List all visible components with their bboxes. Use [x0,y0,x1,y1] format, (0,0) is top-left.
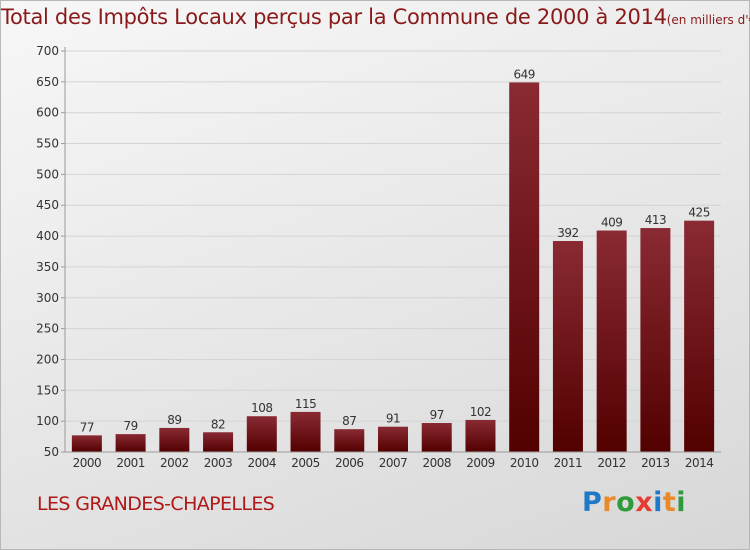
y-tick-label: 150 [36,383,59,397]
logo-letter: i [676,487,687,518]
commune-name: LES GRANDES-CHAPELLES [37,493,275,515]
y-tick-label: 250 [36,322,59,336]
bar-2000 [71,435,102,452]
bar-2011 [552,241,583,452]
bar-2009 [465,419,496,452]
bar-2010 [509,82,540,452]
logo-letter: r [602,487,617,518]
value-label-2004: 108 [251,401,272,415]
x-tick-label-2009: 2009 [466,456,495,470]
logo-letter: o [616,487,636,518]
x-tick-label-2006: 2006 [335,456,364,470]
value-label-2006: 87 [342,414,356,428]
logo-letter: t [662,487,677,518]
value-label-2003: 82 [211,417,225,431]
axes [64,47,721,453]
value-label-2010: 649 [513,67,534,81]
x-tick-label-2003: 2003 [204,456,233,470]
value-label-2012: 409 [601,216,622,230]
value-label-2007: 91 [386,412,400,426]
y-tick-label: 600 [36,106,59,120]
value-label-2008: 97 [430,408,444,422]
x-tick-label-2008: 2008 [422,456,451,470]
x-tick-label-2010: 2010 [510,456,539,470]
y-tick-label: 400 [36,229,59,243]
value-label-2011: 392 [557,226,578,240]
bar-2002 [159,427,190,452]
value-label-2013: 413 [645,213,666,227]
bar-2008 [421,423,452,452]
y-tick-label: 100 [36,414,59,428]
bar-2013 [640,228,671,452]
x-tick-label-2012: 2012 [597,456,626,470]
bar-2005 [290,411,321,452]
x-tick-label-2005: 2005 [291,456,320,470]
x-tick-label-2014: 2014 [685,456,714,470]
y-tick-label: 650 [36,75,59,89]
value-label-2009: 102 [470,405,491,419]
bar-2001 [115,434,146,452]
proxiti-logo: Proxiti [582,487,686,518]
y-tick-label: 50 [44,445,59,459]
bar-2006 [334,429,365,452]
y-tick-label: 500 [36,167,59,181]
y-tick-label: 350 [36,260,59,274]
y-axis-ticks: 50 100 150 200 250 300 350 400 450 500 550 600 650 70… [36,44,65,459]
y-tick-label: 700 [36,44,59,58]
bar-2004 [246,416,277,452]
x-axis-ticks: 2000 2001 2002 2003 2004 2005 2006 2007 2008 2009… [73,456,714,470]
value-label-2002: 89 [167,413,181,427]
y-tick-label: 450 [36,198,59,212]
bar-2012 [596,230,627,452]
x-tick-label-2011: 2011 [554,456,583,470]
bar-2014 [684,220,715,452]
logo-letter: P [582,487,603,518]
value-label-2001: 79 [123,419,137,433]
x-tick-label-2004: 2004 [248,456,277,470]
x-tick-label-2007: 2007 [379,456,408,470]
value-label-2000: 77 [80,420,94,434]
bars [71,82,715,452]
y-tick-label: 200 [36,352,59,366]
value-label-2014: 425 [688,206,709,220]
chart-subtitle: (en milliers d'€) [666,13,750,27]
chart-title-text: Total des Impôts Locaux perçus par la Co… [1,5,667,29]
bar-2003 [203,432,234,452]
bar-2007 [378,426,408,452]
x-tick-label-2002: 2002 [160,456,189,470]
logo-letter: x [635,487,654,518]
x-tick-label-2000: 2000 [73,456,102,470]
value-labels: 77 79 89 82 108 115 87 91 97 102 649 392 409 413 425 [80,67,711,434]
chart-title: Total des Impôts Locaux perçus par la Co… [1,5,750,29]
logo-letter: i [653,487,663,518]
x-tick-label-2013: 2013 [641,456,670,470]
y-tick-label: 300 [36,291,59,305]
x-tick-label-2001: 2001 [116,456,145,470]
value-label-2005: 115 [295,397,316,411]
y-tick-label: 550 [36,137,59,151]
